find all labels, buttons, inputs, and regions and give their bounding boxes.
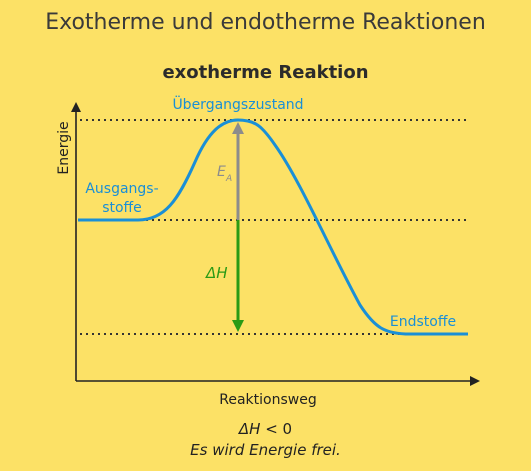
formula-relation: < 0 [260, 420, 293, 438]
diagram-subtitle: exotherme Reaktion [162, 62, 369, 83]
activation-energy-symbol: E [217, 164, 226, 180]
energy-curve [78, 118, 468, 336]
transition-state-label: Übergangszustand [172, 95, 303, 113]
activation-energy-label: E A [217, 164, 232, 184]
formula-symbol: ΔH [238, 420, 261, 438]
enthalpy-label: ΔH [205, 264, 228, 282]
y-axis-label: Energie [56, 121, 72, 174]
enthalpy-formula: ΔH < 0 [0, 420, 531, 438]
reactants-label-line1: Ausgangs- [85, 181, 158, 197]
products-label: Endstoffe [390, 314, 456, 330]
x-axis-label: Reaktionsweg [219, 392, 316, 408]
reactants-label-line2: stoffe [102, 200, 142, 216]
energy-release-note: Es wird Energie frei. [190, 441, 341, 459]
page-title: Exotherme und endotherme Reaktionen [45, 10, 486, 35]
activation-energy-subscript: A [225, 174, 232, 184]
